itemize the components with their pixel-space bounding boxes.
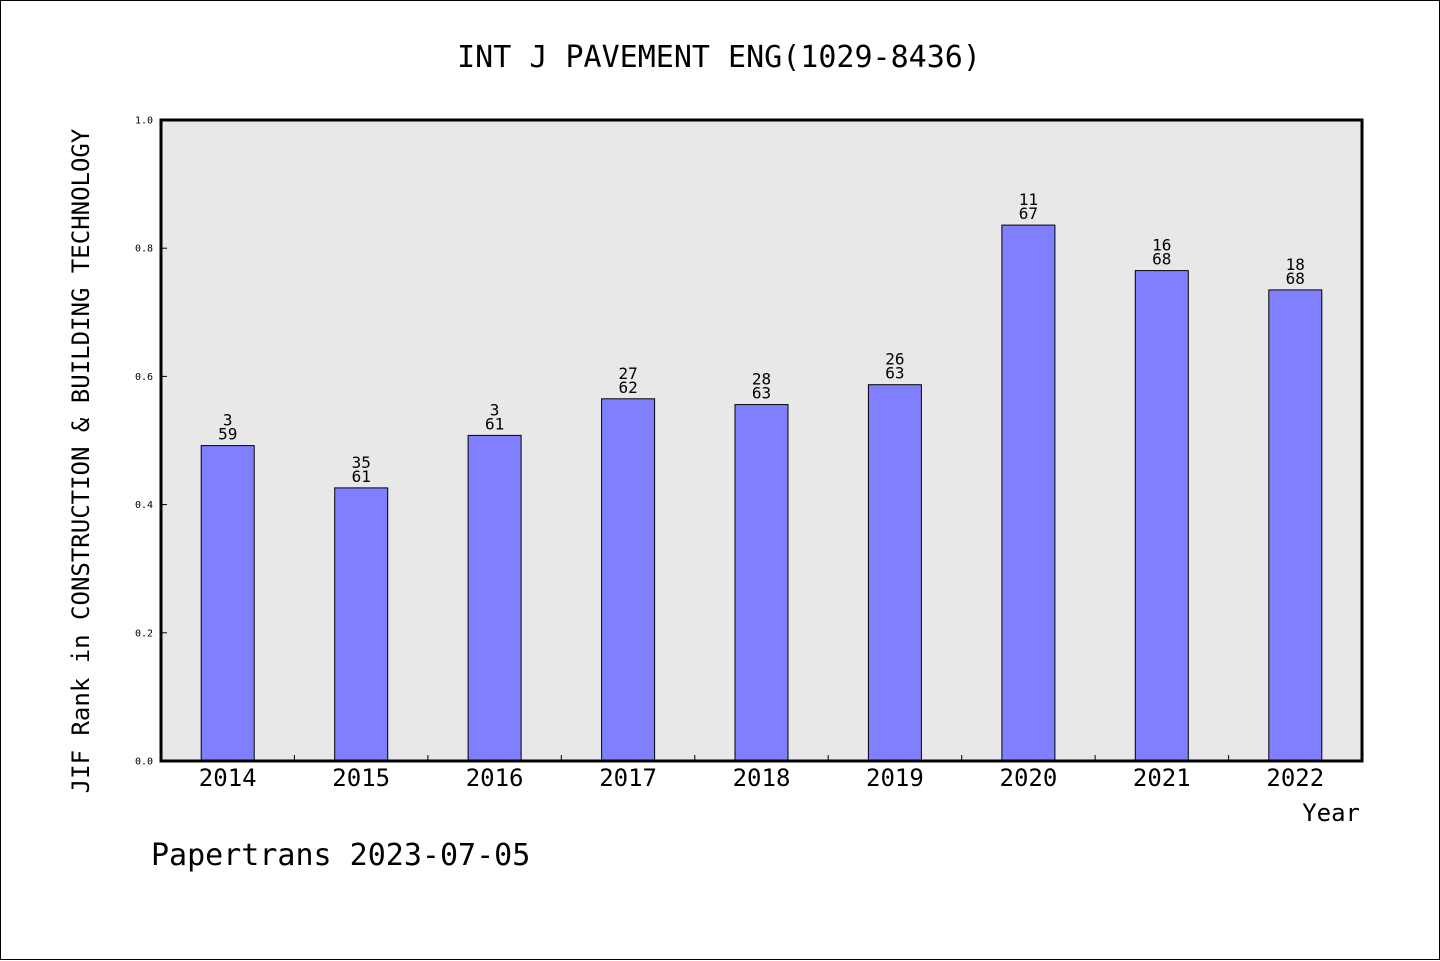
footer-credit: Papertrans 2023-07-05 [151, 838, 530, 873]
x-tick-label-2017: 2017 [599, 764, 657, 792]
chart-title: INT J PAVEMENT ENG(1029-8436) [457, 40, 981, 75]
x-tick-label-2021: 2021 [1133, 764, 1191, 792]
bar-2017 [601, 398, 656, 762]
data-label-rank-2022: 18 [1286, 255, 1305, 274]
y-tick-label-0.8: 0.8 [135, 244, 153, 255]
bar-2015 [334, 487, 389, 762]
data-label-rank-2018: 28 [752, 370, 771, 389]
y-tick-label-0.2: 0.2 [135, 628, 153, 639]
x-tick-label-2020: 2020 [1000, 764, 1058, 792]
data-label-rank-2015: 35 [352, 453, 371, 472]
y-tick-label-0.4: 0.4 [135, 500, 153, 511]
bar-2014 [200, 445, 255, 762]
y-axis-label: JIF Rank in CONSTRUCTION & BUILDING TECH… [67, 128, 95, 793]
x-tick-label-2019: 2019 [866, 764, 924, 792]
y-tick-label-1.0: 1.0 [135, 116, 153, 127]
y-tick-label-0.0: 0.0 [135, 757, 153, 768]
bars-group [200, 224, 1323, 762]
data-label-total-2022: 68 [1286, 269, 1305, 288]
data-label-rank-2019: 26 [885, 350, 904, 369]
x-tick-label-2022: 2022 [1266, 764, 1324, 792]
y-axis-ticks: 0.0 0.2 0.4 0.6 0.8 1.0 [135, 116, 167, 768]
data-label-total-2014: 59 [218, 425, 237, 444]
x-tick-label-2016: 2016 [466, 764, 524, 792]
x-tick-label-2018: 2018 [733, 764, 791, 792]
data-label-rank-2020: 11 [1019, 190, 1038, 209]
bar-2019 [867, 384, 922, 762]
data-label-total-2020: 67 [1019, 204, 1038, 223]
x-axis-ticks: 2014 2015 2016 2017 2018 2019 2020 2021 2022 [199, 755, 1324, 792]
data-label-total-2021: 68 [1152, 250, 1171, 269]
bar-2016 [467, 434, 522, 762]
data-label-rank-2021: 16 [1152, 236, 1171, 255]
data-label-total-2015: 61 [352, 467, 371, 486]
data-label-rank-2014: 3 [223, 411, 233, 430]
data-label-total-2016: 61 [485, 414, 504, 433]
bar-2022 [1268, 289, 1323, 762]
x-tick-label-2015: 2015 [332, 764, 390, 792]
plot-border [159, 118, 1364, 763]
bar-2018 [734, 404, 789, 762]
bar-2021 [1134, 270, 1189, 762]
x-axis-label: Year [1302, 799, 1360, 827]
data-label-rank-2017: 27 [618, 364, 637, 383]
x-tick-label-2014: 2014 [199, 764, 257, 792]
data-label-rank-2016: 3 [490, 400, 500, 419]
data-label-total-2017: 62 [618, 378, 637, 397]
data-label-total-2019: 63 [885, 364, 904, 383]
bar-2020 [1001, 224, 1056, 762]
y-tick-label-0.6: 0.6 [135, 372, 153, 383]
data-label-total-2018: 63 [752, 384, 771, 403]
